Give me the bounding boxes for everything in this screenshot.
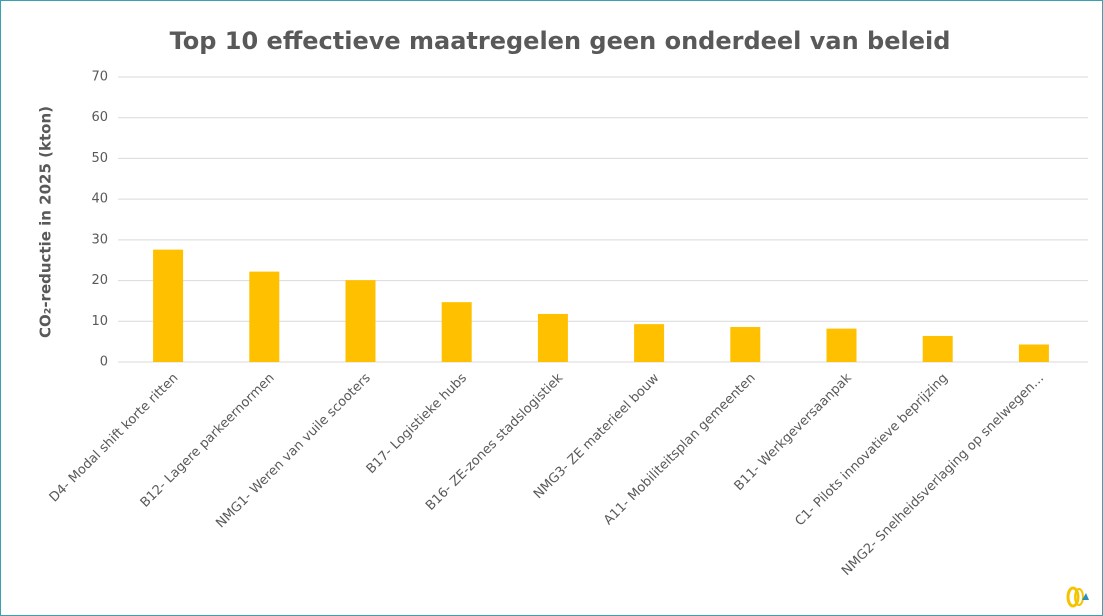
- bar: [537, 313, 568, 362]
- bar: [922, 335, 953, 362]
- y-tick-label: 10: [91, 314, 108, 329]
- bar: [345, 280, 376, 362]
- y-tick-label: 30: [91, 232, 108, 247]
- bar: [249, 271, 280, 362]
- y-tick-label: 70: [91, 70, 108, 85]
- logo-mark: [1082, 593, 1089, 600]
- y-axis-label: CO₂-reductie in 2025 (kton): [37, 106, 55, 338]
- logo-ring: [1074, 588, 1084, 606]
- y-tick-label: 0: [100, 355, 108, 370]
- y-tick-label: 60: [91, 110, 108, 125]
- bar: [441, 302, 472, 362]
- y-tick-label: 20: [91, 273, 108, 288]
- bar: [153, 249, 184, 362]
- y-tick-label: 40: [91, 192, 108, 207]
- bar: [1018, 344, 1049, 362]
- bar: [634, 324, 665, 362]
- logo-ring: [1066, 586, 1080, 608]
- bar: [826, 328, 857, 362]
- y-tick-label: 50: [91, 151, 108, 166]
- bar: [730, 326, 761, 362]
- chart-title: Top 10 effectieve maatregelen geen onder…: [170, 27, 951, 55]
- logo: [1066, 586, 1089, 608]
